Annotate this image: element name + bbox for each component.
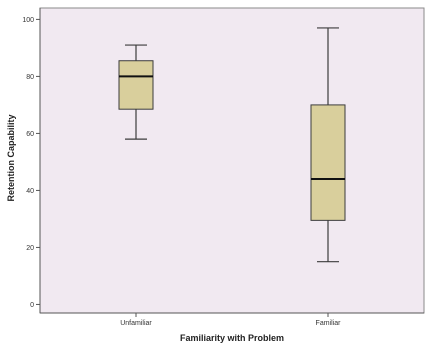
x-tick-label: Familiar <box>316 320 342 327</box>
iqr-box <box>118 60 154 110</box>
y-tick-label: 40 <box>26 188 34 195</box>
x-axis-title: Familiarity with Problem <box>180 333 284 343</box>
iqr-box <box>310 104 346 221</box>
x-tick-label: Unfamiliar <box>120 320 152 327</box>
plot-area <box>39 7 425 314</box>
y-ticks: 0 20 40 60 80 100 <box>22 17 40 309</box>
x-ticks: Unfamiliar Familiar <box>120 313 341 327</box>
y-tick-label: 100 <box>22 17 34 24</box>
box-familiar <box>310 27 346 263</box>
y-tick-label: 60 <box>26 131 34 138</box>
y-tick-label: 80 <box>26 74 34 81</box>
boxes <box>118 27 346 263</box>
y-tick-label: 0 <box>30 302 34 309</box>
box-unfamiliar <box>118 44 154 140</box>
y-tick-label: 20 <box>26 245 34 252</box>
y-axis-title: Retention Capability <box>6 114 16 201</box>
